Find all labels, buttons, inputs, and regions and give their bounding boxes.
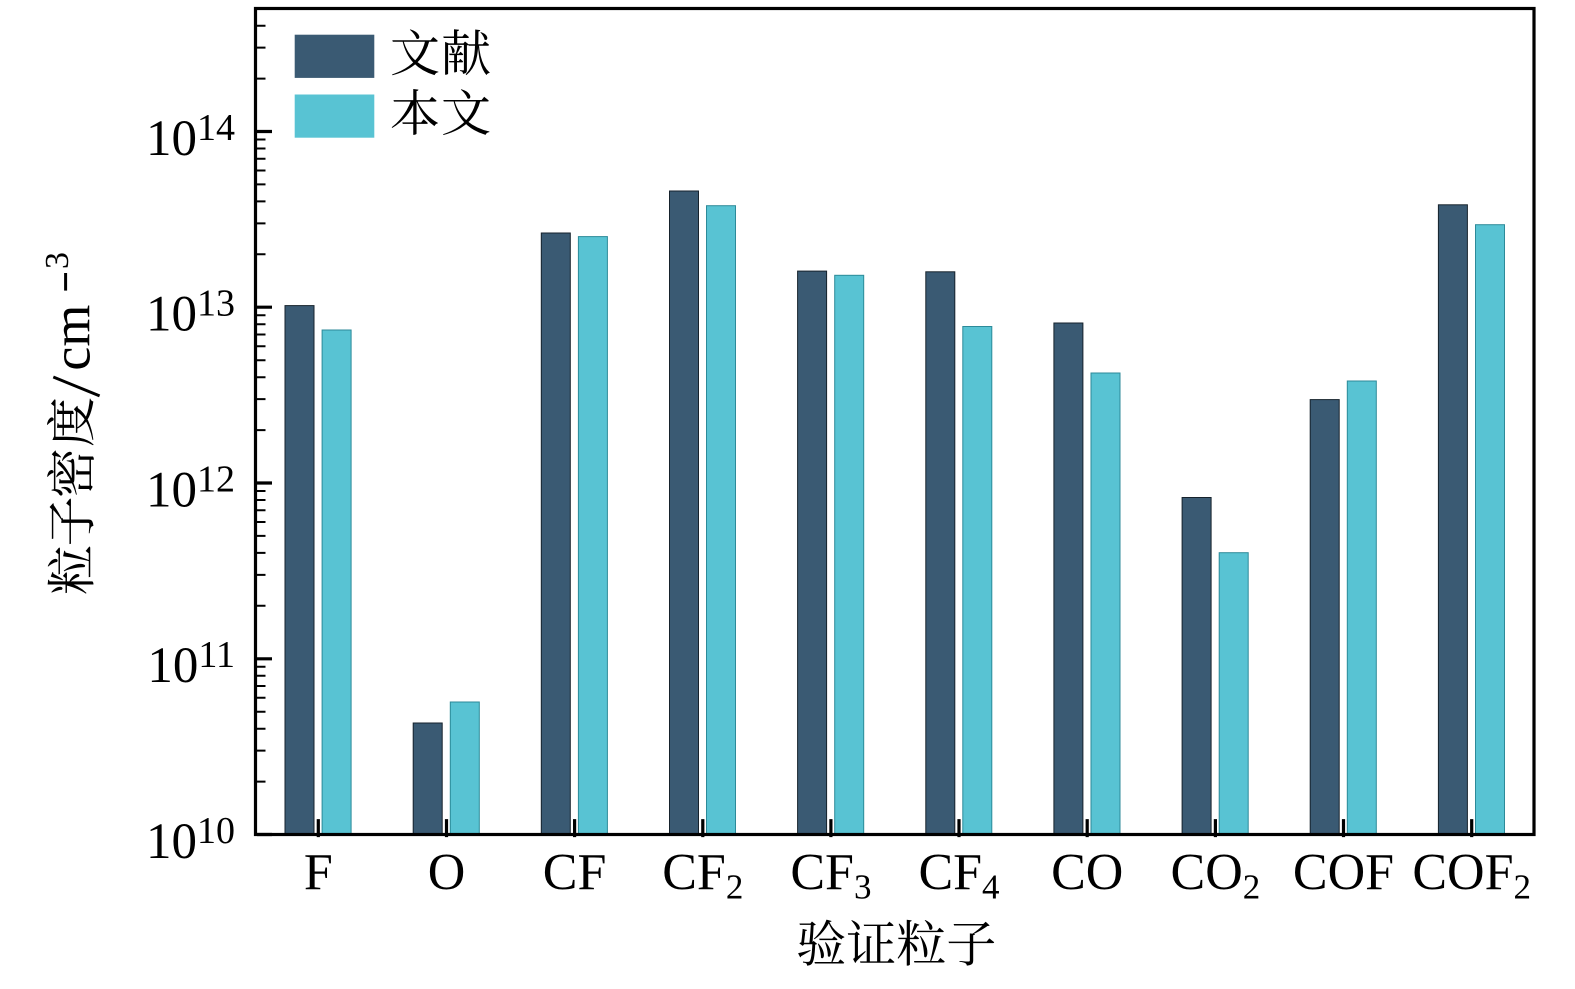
svg-text:3: 3 xyxy=(39,252,76,269)
svg-text:F: F xyxy=(304,844,333,901)
svg-text:cm: cm xyxy=(42,305,102,371)
svg-text:CO: CO xyxy=(1051,844,1123,901)
svg-text:1010: 1010 xyxy=(146,810,235,870)
svg-text:COF2: COF2 xyxy=(1412,844,1531,907)
svg-text:COF: COF xyxy=(1293,844,1394,901)
svg-text:CF: CF xyxy=(543,844,607,901)
svg-text:1012: 1012 xyxy=(146,458,235,518)
svg-text:O: O xyxy=(428,844,466,901)
